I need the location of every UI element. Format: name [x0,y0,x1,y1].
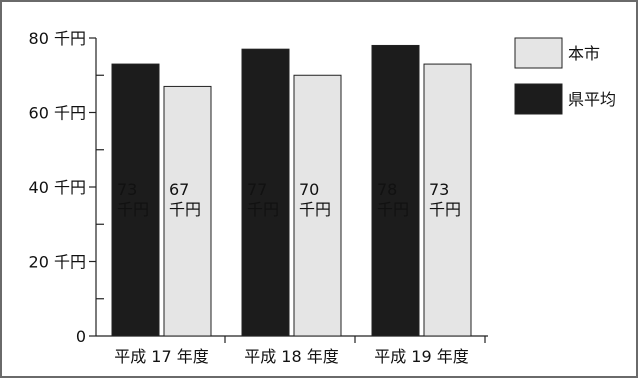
bar-unit-label: 千円 [429,200,461,219]
y-tick-label: 20 千円 [29,253,86,272]
bar [371,44,420,337]
y-tick-label: 0 [76,327,86,346]
legend-swatch [514,83,563,115]
bar-value-label: 78 [377,180,397,199]
y-tick-label: 40 千円 [29,178,86,197]
bar-unit-label: 千円 [117,200,149,219]
bar [423,63,472,337]
legend-swatch [514,37,563,69]
legend-label: 本市 [568,44,600,63]
x-tick-label: 平成 17 年度 [114,347,209,366]
y-tick-label: 80 千円 [29,29,86,48]
x-tick-label: 平成 19 年度 [374,347,469,366]
bar-value-label: 67 [169,180,189,199]
bar-value-label: 73 [117,180,137,199]
bar-unit-label: 千円 [299,200,331,219]
bar [241,48,290,337]
bar-value-label: 70 [299,180,319,199]
bar-value-label: 77 [247,180,267,199]
bar-unit-label: 千円 [377,200,409,219]
y-tick-label: 60 千円 [29,104,86,123]
bar-unit-label: 千円 [169,200,201,219]
x-tick-label: 平成 18 年度 [244,347,339,366]
bar-value-label: 73 [429,180,449,199]
bar-unit-label: 千円 [247,200,279,219]
legend-label: 県平均 [568,90,616,109]
bar [111,63,160,337]
bar [293,74,342,337]
bar [163,85,212,337]
